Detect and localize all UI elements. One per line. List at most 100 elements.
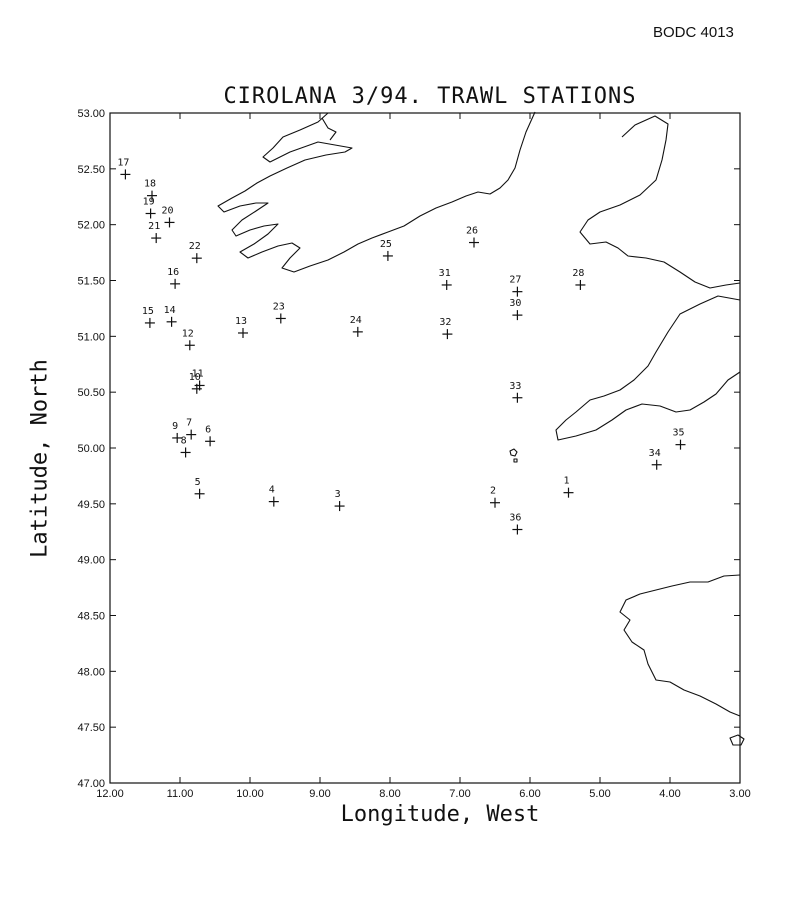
station-label: 18 (144, 179, 156, 190)
document-reference: BODC 4013 (653, 24, 734, 41)
y-tick-label: 51.00 (77, 331, 105, 343)
station-marker: 28 (572, 268, 586, 290)
station-label: 19 (143, 197, 155, 208)
station-marker: 11 (192, 368, 205, 391)
ireland-inlet-north (321, 117, 337, 141)
coastlines (217, 111, 745, 746)
station-marker: 7 (186, 418, 197, 440)
station-label: 17 (117, 157, 129, 168)
station-label: 32 (439, 317, 451, 328)
y-tick-label: 48.00 (77, 666, 105, 678)
x-tick-label: 4.00 (659, 788, 680, 800)
station-marker: 22 (189, 241, 202, 264)
brittany-coastline (619, 574, 741, 717)
station-label: 13 (235, 316, 247, 327)
y-tick-label: 48.50 (77, 611, 105, 623)
station-label: 27 (509, 275, 521, 286)
station-label: 11 (192, 368, 204, 379)
station-marker: 23 (273, 301, 286, 324)
station-marker: 35 (672, 428, 686, 450)
station-marker: 6 (205, 424, 216, 447)
station-marker: 4 (269, 485, 279, 507)
y-tick-label: 49.50 (77, 499, 105, 511)
station-marker: 31 (439, 268, 452, 290)
station-marker: 27 (509, 275, 523, 297)
x-tick-label: 6.00 (519, 788, 540, 800)
station-marker: 19 (143, 197, 156, 219)
station-label: 14 (164, 305, 176, 316)
station-marker: 34 (649, 448, 662, 470)
station-label: 21 (148, 221, 160, 232)
station-label: 9 (172, 421, 178, 432)
station-label: 25 (380, 239, 392, 250)
station-marker: 8 (181, 435, 191, 458)
station-label: 12 (182, 328, 194, 339)
y-tick-label: 49.00 (77, 555, 105, 567)
station-label: 23 (273, 301, 285, 312)
scilly-islands (509, 448, 518, 463)
y-tick-label: 52.50 (77, 164, 105, 176)
station-label: 35 (672, 428, 684, 439)
station-marker: 20 (161, 205, 175, 228)
station-marker: 3 (335, 489, 345, 512)
station-label: 10 (189, 372, 201, 383)
station-label: 31 (439, 268, 451, 279)
station-label: 2 (490, 486, 496, 497)
station-label: 36 (509, 513, 521, 524)
station-label: 3 (335, 489, 341, 500)
station-marker: 9 (172, 421, 183, 443)
x-tick-label: 9.00 (309, 788, 330, 800)
y-tick-label: 47.50 (77, 722, 105, 734)
x-tick-label: 10.00 (236, 788, 264, 800)
y-tick-label: 50.50 (77, 387, 105, 399)
station-label: 28 (572, 268, 584, 279)
station-marker: 12 (182, 328, 195, 351)
y-tick-label: 52.00 (77, 220, 105, 232)
station-marker: 5 (195, 477, 205, 499)
station-marker: 32 (439, 317, 453, 340)
y-tick-label: 51.50 (77, 276, 105, 288)
x-tick-label: 12.00 (96, 788, 124, 800)
y-axis-ticks: 53.00 52.50 52.00 51.50 51.00 50.50 50.00 49.50… (77, 108, 740, 790)
station-marker: 25 (380, 239, 393, 261)
map-title: CIROLANA 3/94. TRAWL STATIONS (223, 84, 637, 109)
station-label: 7 (186, 418, 192, 429)
station-marker: 26 (466, 226, 479, 248)
station-label: 15 (142, 306, 154, 317)
station-marker: 2 (490, 486, 500, 508)
station-label: 20 (161, 205, 173, 216)
station-label: 26 (466, 226, 478, 237)
x-tick-label: 5.00 (589, 788, 610, 800)
station-marker: 1 (563, 476, 574, 498)
station-marker: 15 (142, 306, 155, 328)
belle-ile (729, 734, 745, 746)
y-tick-label: 53.00 (77, 108, 105, 120)
trawl-stations: 1234567891011121314151617181920212223242… (117, 157, 686, 535)
x-axis-ticks: 12.00 11.00 10.00 9.00 8.00 7.00 6.00 5.00 4.00 3… (96, 113, 751, 800)
x-tick-label: 3.00 (729, 788, 750, 800)
x-tick-label: 7.00 (449, 788, 470, 800)
station-label: 34 (649, 448, 661, 459)
station-label: 4 (269, 485, 275, 496)
station-label: 30 (509, 298, 521, 309)
x-tick-label: 11.00 (167, 788, 194, 800)
wales-coastline (579, 115, 741, 289)
x-axis-label: Longitude, West (340, 802, 540, 827)
x-tick-label: 8.00 (379, 788, 400, 800)
ireland-coastline (217, 111, 536, 273)
station-label: 5 (195, 477, 201, 488)
station-label: 8 (181, 435, 187, 446)
station-marker: 14 (164, 305, 177, 327)
station-marker: 24 (350, 315, 363, 337)
station-label: 6 (205, 424, 211, 435)
station-label: 16 (167, 267, 179, 278)
station-label: 1 (563, 476, 569, 487)
station-marker: 13 (235, 316, 248, 338)
station-marker: 21 (148, 221, 162, 244)
station-marker: 17 (117, 157, 131, 180)
station-label: 22 (189, 241, 201, 252)
y-tick-label: 50.00 (77, 443, 105, 455)
station-marker: 33 (509, 381, 523, 403)
cornwall-coastline (555, 295, 741, 441)
